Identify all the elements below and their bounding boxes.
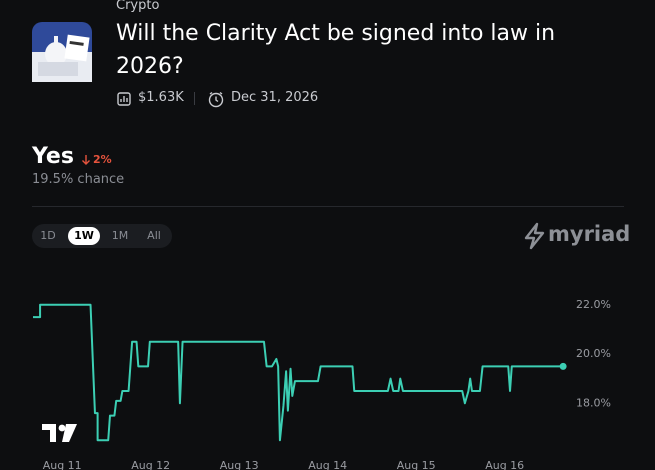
x-tick-label: Aug 12 bbox=[131, 459, 170, 470]
range-tab[interactable]: All bbox=[147, 229, 161, 242]
category[interactable]: Crypto bbox=[116, 0, 160, 13]
range-tabs: 1D 1W 1M All bbox=[32, 224, 172, 248]
volume: $1.63K bbox=[138, 90, 184, 105]
divider bbox=[32, 206, 624, 207]
market-thumbnail bbox=[32, 22, 92, 82]
end-date: Dec 31, 2026 bbox=[231, 90, 319, 105]
last-point bbox=[559, 362, 567, 370]
chance: 19.5% chance bbox=[32, 172, 125, 187]
x-tick-label: Aug 15 bbox=[397, 459, 436, 470]
clock-icon bbox=[208, 91, 224, 108]
brand-name: myriad bbox=[548, 222, 631, 246]
x-tick-label: Aug 11 bbox=[43, 459, 82, 470]
x-tick-label: Aug 14 bbox=[308, 459, 347, 470]
price-change: 2% bbox=[93, 153, 112, 166]
price-chart: 18.0% 20.0% 22.0% Aug 11 Aug 12 Aug 13 Aug 14 A… bbox=[33, 298, 611, 470]
x-tick-label: Aug 13 bbox=[220, 459, 259, 470]
y-tick-label: 20.0% bbox=[576, 347, 611, 360]
tradingview-logo bbox=[42, 424, 77, 442]
y-tick-label: 22.0% bbox=[576, 298, 611, 311]
range-tab[interactable]: 1M bbox=[111, 229, 129, 242]
market-title: Will the Clarity Act be signed into law … bbox=[116, 21, 556, 79]
separator bbox=[194, 92, 195, 105]
price-line bbox=[33, 303, 564, 442]
outcome-name: Yes bbox=[32, 144, 74, 169]
x-tick-label: Aug 16 bbox=[485, 459, 524, 470]
range-tab[interactable]: 1D bbox=[40, 229, 56, 242]
y-tick-label: 18.0% bbox=[576, 396, 611, 409]
down-arrow bbox=[82, 155, 90, 165]
range-tab-active[interactable]: 1W bbox=[68, 227, 100, 245]
volume-icon bbox=[117, 92, 131, 106]
brand-logo bbox=[524, 222, 545, 250]
